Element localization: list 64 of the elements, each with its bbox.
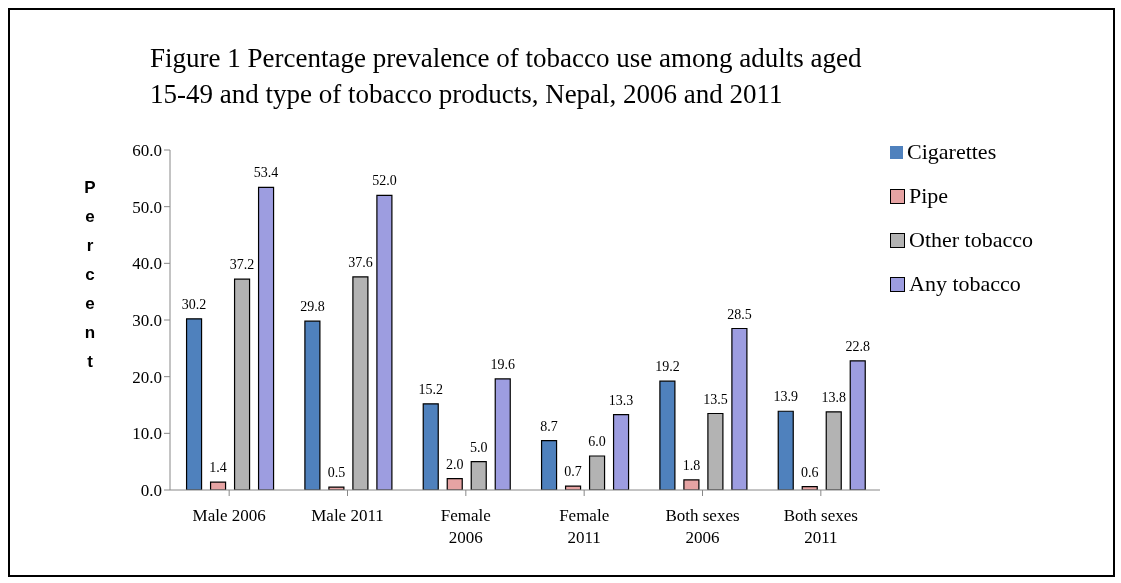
data-label: 8.7 bbox=[540, 418, 558, 434]
y-axis-title: Percent bbox=[84, 178, 96, 371]
legend-label: Any tobacco bbox=[909, 270, 1021, 298]
data-label: 6.0 bbox=[588, 434, 606, 449]
data-label: 19.2 bbox=[655, 359, 680, 375]
data-label: 0.6 bbox=[800, 464, 819, 480]
data-label: 30.2 bbox=[181, 296, 207, 312]
x-tick-label: Male 2011 bbox=[311, 506, 384, 526]
data-label: 15.2 bbox=[418, 381, 443, 397]
y-tick-label: 50.0 bbox=[132, 197, 162, 217]
x-tick-label: Both sexes 2011 bbox=[783, 506, 858, 547]
data-label: 13.3 bbox=[608, 392, 634, 408]
chart-title: Figure 1 Percentage prevalence of tobacco use among adults aged 15-49 and type of tobacco products, Nepal, 2006 and 2011 bbox=[150, 42, 863, 111]
bar bbox=[777, 410, 794, 490]
bar bbox=[659, 380, 676, 490]
bar bbox=[849, 360, 866, 490]
data-label: 1.4 bbox=[209, 460, 227, 476]
data-label: 28.5 bbox=[727, 306, 752, 322]
bar bbox=[494, 378, 511, 490]
legend-label: Other tobacco bbox=[909, 226, 1033, 254]
bar bbox=[588, 455, 606, 490]
data-label: 37.6 bbox=[348, 254, 373, 270]
bar bbox=[304, 320, 321, 490]
data-label: 0.7 bbox=[564, 464, 582, 480]
bar bbox=[707, 412, 724, 490]
y-tick-label: 10.0 bbox=[132, 424, 162, 444]
data-label: 53.4 bbox=[253, 165, 279, 181]
bar bbox=[209, 481, 227, 490]
bar bbox=[612, 414, 630, 490]
bar bbox=[185, 318, 203, 490]
bar bbox=[731, 327, 748, 490]
y-tick-label: 30.0 bbox=[132, 311, 162, 331]
bar bbox=[446, 478, 463, 490]
bar bbox=[540, 440, 558, 490]
legend-label: Cigarettes bbox=[907, 138, 997, 166]
bar bbox=[422, 403, 439, 490]
data-label: 22.8 bbox=[845, 338, 870, 354]
bar bbox=[257, 186, 275, 490]
data-label: 0.5 bbox=[327, 465, 346, 481]
bar bbox=[233, 278, 251, 490]
y-tick-label: 0.0 bbox=[140, 481, 162, 501]
bar bbox=[683, 479, 700, 490]
y-tick-label: 40.0 bbox=[132, 254, 162, 274]
y-tick-label: 20.0 bbox=[132, 367, 162, 387]
bar bbox=[352, 276, 369, 490]
data-label: 2.0 bbox=[445, 456, 464, 472]
bar bbox=[376, 194, 393, 490]
data-label: 29.8 bbox=[300, 299, 325, 315]
data-label: 37.2 bbox=[229, 257, 255, 273]
x-tick-label: Female 2011 bbox=[559, 506, 610, 547]
x-tick-label: Male 2006 bbox=[192, 506, 266, 526]
y-tick-label: 60.0 bbox=[132, 141, 162, 161]
data-label: 5.0 bbox=[469, 439, 488, 455]
legend-label: Pipe bbox=[909, 182, 949, 210]
bar bbox=[470, 461, 487, 490]
bar bbox=[825, 411, 842, 490]
data-label: 13.9 bbox=[773, 389, 798, 405]
data-label: 13.8 bbox=[821, 389, 846, 405]
data-label: 13.5 bbox=[703, 391, 728, 407]
data-label: 1.8 bbox=[682, 457, 701, 473]
x-tick-label: Female 2006 bbox=[440, 506, 491, 547]
data-label: 52.0 bbox=[372, 173, 397, 189]
x-tick-label: Both sexes 2006 bbox=[665, 506, 740, 547]
data-label: 19.6 bbox=[490, 356, 515, 372]
